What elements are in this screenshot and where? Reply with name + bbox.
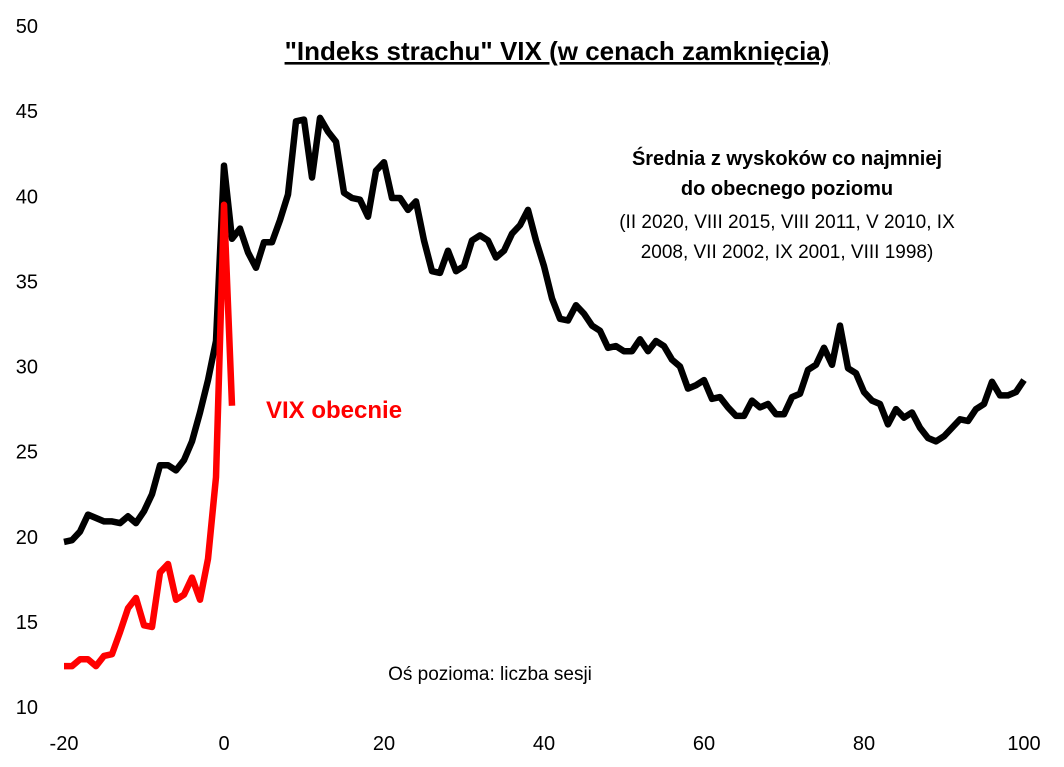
average-detail-line1: (II 2020, VIII 2015, VIII 2011, V 2010, … [619,212,955,233]
x-axis: -20 0 20 40 60 80 100 [50,733,1041,755]
x-tick-label: 0 [218,733,229,755]
y-tick-label: 50 [16,16,38,38]
x-tick-label: 80 [853,733,875,755]
x-tick-label: 60 [693,733,715,755]
y-tick-label: 40 [16,186,38,208]
current-vix-label: VIX obecnie [266,397,402,424]
y-tick-label: 35 [16,271,38,293]
y-tick-label: 25 [16,442,38,464]
y-tick-label: 15 [16,612,38,634]
x-axis-label: Oś pozioma: liczba sesji [388,664,592,685]
series-line-average-spikes [63,114,1027,546]
average-detail-line2: 2008, VII 2002, IX 2001, VIII 1998) [641,242,934,263]
x-tick-label: 20 [373,733,395,755]
x-tick-label: 40 [533,733,555,755]
y-tick-label: 30 [16,357,38,379]
x-tick-label: 100 [1007,733,1040,755]
y-tick-label: 10 [16,697,38,719]
y-tick-label: 20 [16,527,38,549]
x-tick-label: -20 [50,733,79,755]
y-tick-label: 45 [16,101,38,123]
average-annotation-line2: do obecnego poziomu [681,178,893,200]
chart-title: "Indeks strachu" VIX (w cenach zamknięci… [285,36,830,66]
average-annotation-line1: Średnia z wyskoków co najmniej [632,146,942,170]
y-axis: 10 15 20 25 30 35 40 45 50 [16,16,38,719]
series-line-vix-current [64,201,236,670]
series-lines [63,114,1027,670]
